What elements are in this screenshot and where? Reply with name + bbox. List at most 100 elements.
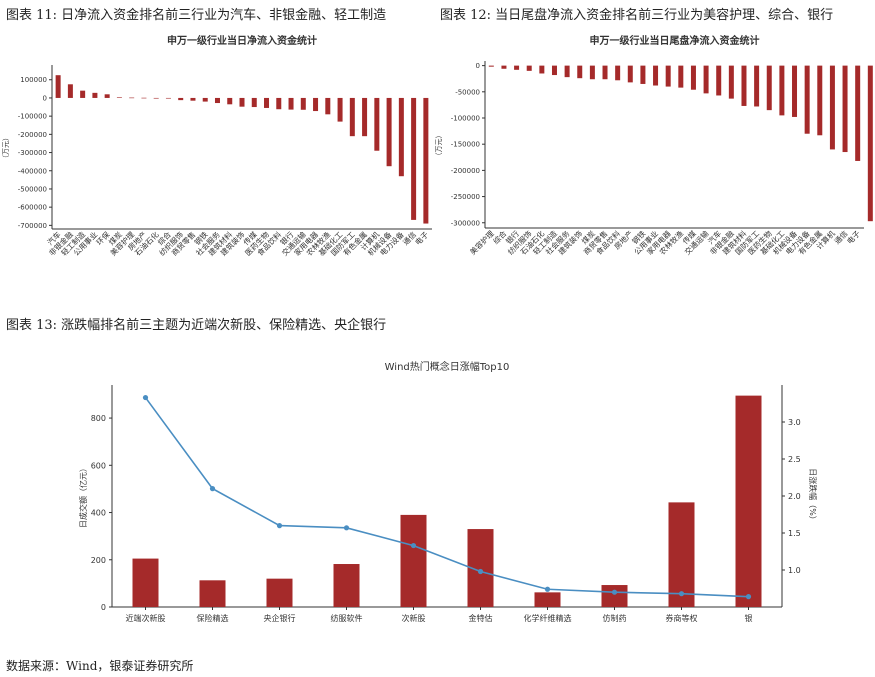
inflow-bar [165,97,171,99]
inflow-y-tick-label: -300000 [18,149,47,157]
concept-x-tick-label: 金特估 [469,613,493,623]
inflow-bar [153,97,159,99]
concept-change-point [343,525,350,531]
concept-change-point [611,589,618,595]
late-inflow-bar [564,65,570,78]
late-inflow-bar [728,65,734,99]
concept-bar [735,395,762,607]
concept-left-tick-label: 0 [101,603,106,612]
inflow-bar [423,97,429,224]
late-inflow-y-tick-label: -250000 [451,193,480,201]
inflow-bar [325,97,331,115]
late-inflow-bar [526,65,532,71]
late-inflow-bar [615,65,621,81]
inflow-bar [178,97,184,101]
late-inflow-bar [817,65,823,136]
late-inflow-y-tick-label: -150000 [451,141,480,149]
inflow-bar [92,92,98,98]
late-inflow-title: 申万一级行业当日尾盘净流入资金统计 [590,34,760,47]
figure-12-caption: 图表 12: 当日尾盘净流入资金排名前三行业为美容护理、综合、银行 [440,8,834,23]
late-inflow-bar [602,65,608,80]
concept-change-line [144,397,749,598]
concept-bar [333,564,360,607]
concept-left-tick-label: 400 [91,509,106,518]
inflow-bar [141,97,147,99]
inflow-bar [362,97,368,137]
inflow-bar [190,97,196,101]
concept-change-point [209,486,216,492]
late-inflow-bar [501,65,507,69]
concept-x-tick-label: 央企银行 [264,613,296,623]
late-inflow-y-tick-label: 0 [476,62,480,70]
inflow-y-label: （万元） [2,134,10,162]
late-inflow-y-tick-label: -300000 [451,219,480,227]
late-inflow-bar [514,65,520,70]
concept-change-point [276,523,283,529]
concept-bar [199,580,226,607]
late-inflow-bar [855,65,861,161]
late-inflow-bar [792,65,798,117]
inflow-bar [116,97,122,98]
inflow-bar [300,97,306,110]
concept-bar [668,502,695,607]
industry-net-inflow-chart: 申万一级行业当日净流入资金统计 100000 0 -100000 -200000 -300… [2,34,432,258]
inflow-bar [386,97,392,167]
concept-bar [132,558,159,607]
inflow-y-tick-label: -200000 [18,131,47,139]
late-inflow-bar [754,65,760,107]
concept-change-point [477,568,484,575]
concept-bar [534,592,561,607]
concept-left-tick-label: 800 [91,414,106,423]
late-inflow-bar [589,65,595,80]
late-inflow-bar [627,65,633,83]
inflow-bar [313,97,319,112]
concept-change-point [142,394,149,401]
concept-right-tick-label: 2.0 [788,492,801,501]
late-inflow-bar [539,65,545,74]
figure-11-caption: 图表 11: 日净流入资金排名前三行业为汽车、非银金融、轻工制造 [6,8,387,23]
inflow-bar [264,97,270,108]
concept-left-tick-label: 200 [91,556,106,565]
inflow-bar [214,97,220,104]
concept-bar [266,578,293,607]
inflow-x-tick-label: 电子 [413,229,431,247]
concept-x-tick-label: 银 [745,613,753,623]
late-inflow-y-tick-label: -50000 [455,88,480,96]
late-inflow-bar [842,65,848,153]
late-inflow-bar [867,65,873,222]
concept-right-tick-label: 1.5 [788,529,801,538]
inflow-bar [251,97,257,108]
late-inflow-bar [703,65,709,94]
late-inflow-bar [665,65,671,87]
inflow-bar [411,97,417,220]
inflow-bar [349,97,355,137]
inflow-bar [55,75,61,98]
industry-late-inflow-chart: 申万一级行业当日尾盘净流入资金统计 0 -50000 -100000 -150000 -2… [435,34,873,257]
concept-right-tick-label: 3.0 [788,418,801,427]
concept-x-tick-label: 纺服软件 [331,613,363,623]
inflow-y-tick-label: -600000 [18,204,47,212]
inflow-bar [276,97,282,110]
concept-left-tick-label: 600 [91,461,106,470]
late-inflow-bar [766,65,772,111]
late-inflow-y-tick-label: -200000 [451,167,480,175]
late-inflow-bar [653,65,659,86]
inflow-y-tick-label: -400000 [18,167,47,175]
late-inflow-y-label: （万元） [435,132,443,160]
late-inflow-x-tick-label: 美容护理 [467,228,496,257]
concept-left-axis-label: 日成交额（亿元） [78,464,88,528]
inflow-y-tick-label: -500000 [18,185,47,193]
hot-concept-top10-chart: Wind热门概念日涨幅Top10 0 200 400 600 800 1.0 1.5 2.0 2.… [78,360,818,623]
concept-title: Wind热门概念日涨幅Top10 [385,360,510,373]
late-inflow-bar [779,65,785,116]
concept-x-tick-label: 近端次新股 [126,613,166,623]
late-inflow-bar [690,65,696,90]
late-inflow-bar [829,65,835,150]
data-source-note: 数据来源：Wind，银泰证券研究所 [6,659,194,673]
inflow-bar [80,90,86,98]
late-inflow-bar [678,65,684,88]
late-inflow-bar [488,65,494,67]
concept-x-tick-label: 次新股 [402,613,426,623]
inflow-bar [239,97,245,107]
inflow-bar [104,94,110,98]
